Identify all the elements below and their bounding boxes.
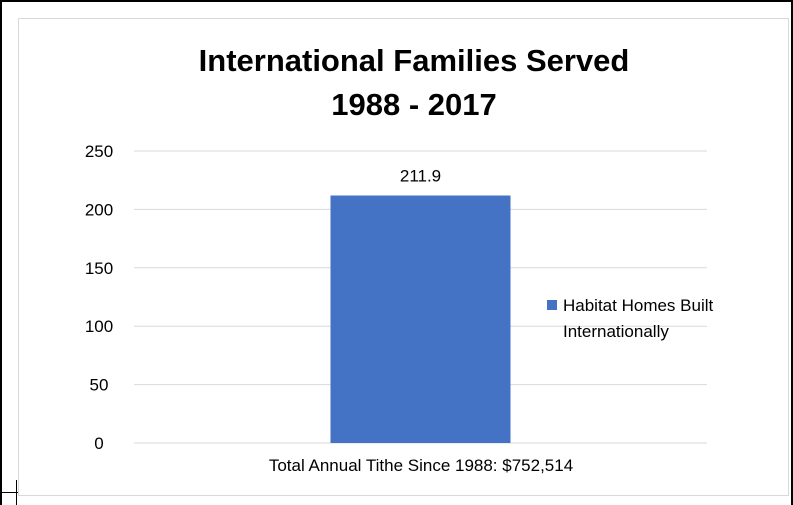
- legend-swatch: [547, 300, 557, 310]
- chart-title-line-2: 1988 - 2017: [331, 87, 496, 122]
- y-tick-label-250: 250: [85, 142, 113, 161]
- gridlines: [134, 150, 707, 444]
- bar-0-0: [330, 195, 511, 443]
- bars: [330, 195, 511, 443]
- crop-mark-vertical: [16, 480, 17, 505]
- data-labels: 211.9: [400, 167, 441, 186]
- y-tick-label-0: 0: [94, 434, 103, 453]
- y-tick-label-50: 50: [90, 376, 109, 395]
- data-label-0-0: 211.9: [400, 167, 441, 186]
- bar-chart: International Families Served 1988 - 201…: [85, 43, 718, 475]
- x-category-label: Total Annual Tithe Since 1988: $752,514: [269, 456, 573, 475]
- y-tick-label-150: 150: [85, 259, 113, 278]
- chart-container: International Families Served 1988 - 201…: [18, 18, 789, 496]
- legend-label: Habitat Homes Built Internationally: [563, 296, 718, 341]
- legend-label-line-1: Habitat Homes Built: [563, 296, 714, 315]
- legend: Habitat Homes Built Internationally: [547, 296, 718, 341]
- chart-title-line-1: International Families Served: [199, 43, 630, 78]
- y-axis-tick-labels: 0 50 100 150 200 250: [85, 142, 113, 453]
- y-tick-label-100: 100: [85, 317, 113, 336]
- crop-mark-horizontal: [0, 492, 18, 493]
- y-tick-label-200: 200: [85, 200, 113, 219]
- legend-label-line-2: Internationally: [563, 322, 669, 341]
